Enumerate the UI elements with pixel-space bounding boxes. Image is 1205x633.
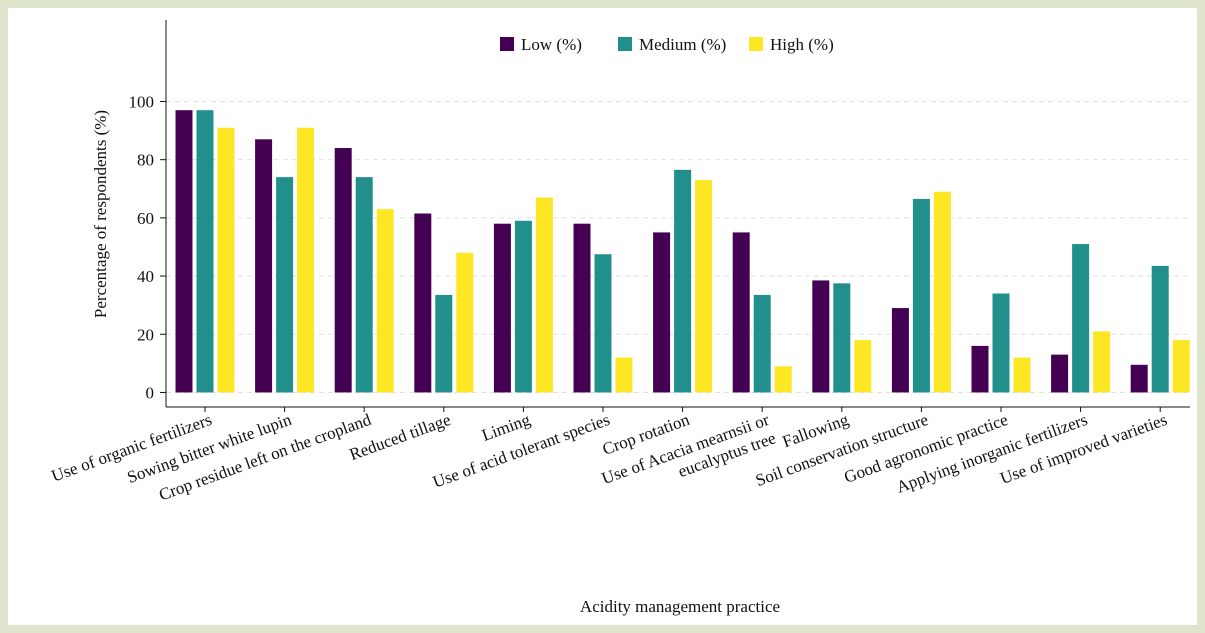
y-axis-label: Percentage of respondents (%) [91,110,110,318]
y-tick-label: 40 [137,267,154,286]
bar [1151,265,1169,393]
y-tick-label: 100 [129,92,155,111]
bar [695,180,713,393]
bar [753,294,771,393]
bar [774,366,792,393]
bar [334,148,352,393]
bar [1051,354,1069,393]
bar [1072,244,1090,393]
bar [573,223,591,393]
bar [971,345,989,393]
bar [1093,331,1111,393]
legend-swatch [618,37,632,51]
bar [933,191,951,393]
bar [376,209,394,393]
legend-label: Low (%) [521,35,582,54]
bar [912,198,930,393]
bar [196,110,214,393]
y-tick-label: 0 [146,383,155,402]
bar [833,283,851,393]
bar [276,177,294,393]
bar [175,110,193,393]
bar [732,232,750,393]
y-tick-label: 60 [137,209,154,228]
bar [217,127,235,393]
bar [456,252,474,393]
legend-swatch [500,37,514,51]
legend-swatch [749,37,763,51]
bar [812,280,830,393]
bar [355,177,373,393]
bar [1172,340,1190,393]
bar [674,169,692,393]
bar [514,220,532,393]
bar [297,127,315,393]
bar [854,340,872,393]
bar [535,197,553,393]
bar [891,308,909,393]
y-tick-label: 80 [137,151,154,170]
bar [594,254,612,393]
legend-label: High (%) [770,35,834,54]
bar [255,139,273,393]
bar [615,357,633,393]
bar [1130,364,1148,393]
bar [992,293,1010,393]
bar [493,223,511,393]
x-axis-label: Acidity management practice [580,597,780,616]
bar [435,294,453,393]
bar [1013,357,1031,393]
bar [653,232,671,393]
bar [414,213,432,393]
legend-label: Medium (%) [639,35,726,54]
y-tick-label: 20 [137,325,154,344]
